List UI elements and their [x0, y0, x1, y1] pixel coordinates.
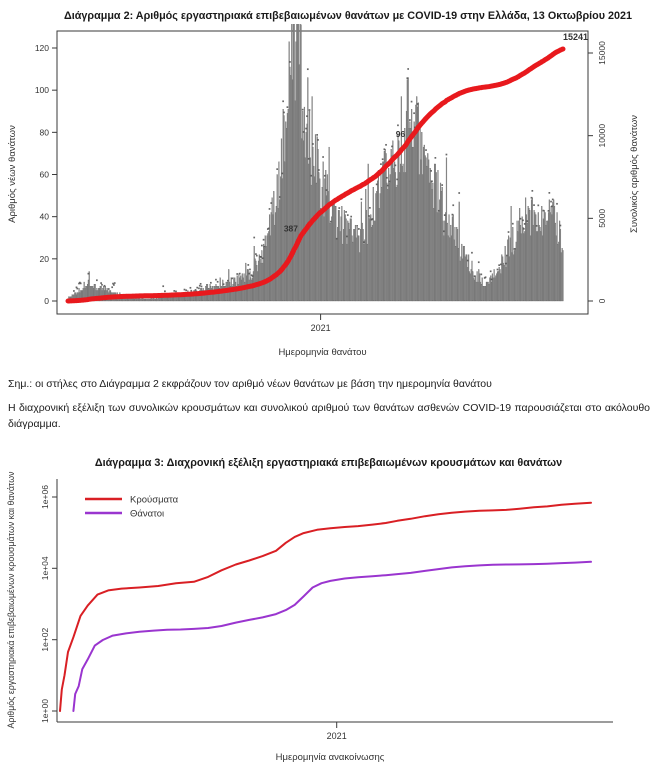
svg-text:10000: 10000 — [597, 124, 607, 148]
milestone-label: 387 — [284, 224, 298, 234]
diagram3-chart: 1e+00 1e+02 1e+04 1e+06 2021 Αριθμός εργαστηρ… — [0, 469, 657, 765]
svg-text:1e+02: 1e+02 — [40, 627, 50, 651]
svg-text:1e+04: 1e+04 — [40, 556, 50, 580]
y-axis-label: Αριθμός εργαστηριακά επιβεβαιωμένων κρου… — [6, 470, 16, 728]
svg-text:15000: 15000 — [597, 41, 607, 65]
svg-text:1e+00: 1e+00 — [40, 698, 50, 722]
y-axis-label-left: Αριθμός νέων θανάτων — [7, 125, 18, 223]
x-axis-label: Ημερομηνία θανάτου — [278, 347, 366, 358]
svg-text:60: 60 — [40, 170, 50, 180]
svg-text:0: 0 — [597, 298, 607, 303]
svg-text:1e+06: 1e+06 — [40, 484, 50, 508]
diagram2-chart: 0 20 40 60 80 100 120 0 5000 10000 15000 2021 Αριθμό… — [0, 24, 657, 364]
milestone-label: 96 — [396, 129, 406, 139]
legend-label-0: Κρούσματα — [130, 494, 179, 505]
x-axis-label: Ημερομηνία ανακοίνωσης — [276, 752, 385, 763]
svg-text:120: 120 — [35, 43, 49, 53]
svg-text:100: 100 — [35, 85, 49, 95]
series-line-0 — [59, 501, 592, 712]
y-axis-label-right: Συνολικός αριθμός θανάτων — [629, 115, 640, 233]
diagram3-svg: 1e+00 1e+02 1e+04 1e+06 2021 Αριθμός εργαστηρ… — [6, 470, 613, 763]
body-paragraph: Η διαχρονική εξέλιξη των συνολικών κρουσ… — [8, 402, 650, 431]
legend-label-1: Θάνατοι — [130, 508, 164, 519]
svg-text:20: 20 — [40, 254, 50, 264]
svg-text:2021: 2021 — [311, 323, 331, 333]
diagram2-title: Διάγραμμα 2: Αριθμός εργαστηριακά επιβεβ… — [64, 10, 633, 22]
diagram2-svg: 0 20 40 60 80 100 120 0 5000 10000 15000 2021 Αριθμό… — [7, 24, 640, 358]
cumulative-deaths-line — [65, 46, 566, 304]
diagram3-title: Διάγραμμα 3: Διαχρονική εξέλιξη εργαστηρ… — [94, 456, 563, 469]
bar-specks — [73, 61, 562, 293]
svg-text:40: 40 — [40, 212, 50, 222]
svg-text:2021: 2021 — [327, 731, 347, 741]
svg-text:0: 0 — [44, 296, 49, 306]
end-value-label: 15241 — [563, 32, 588, 42]
series-line-1 — [72, 560, 592, 712]
note-text: Σημ.: οι στήλες στο Διάγραμμα 2 εκφράζου… — [8, 378, 492, 390]
svg-text:5000: 5000 — [597, 209, 607, 228]
death-bars — [67, 24, 564, 302]
svg-text:80: 80 — [40, 127, 50, 137]
